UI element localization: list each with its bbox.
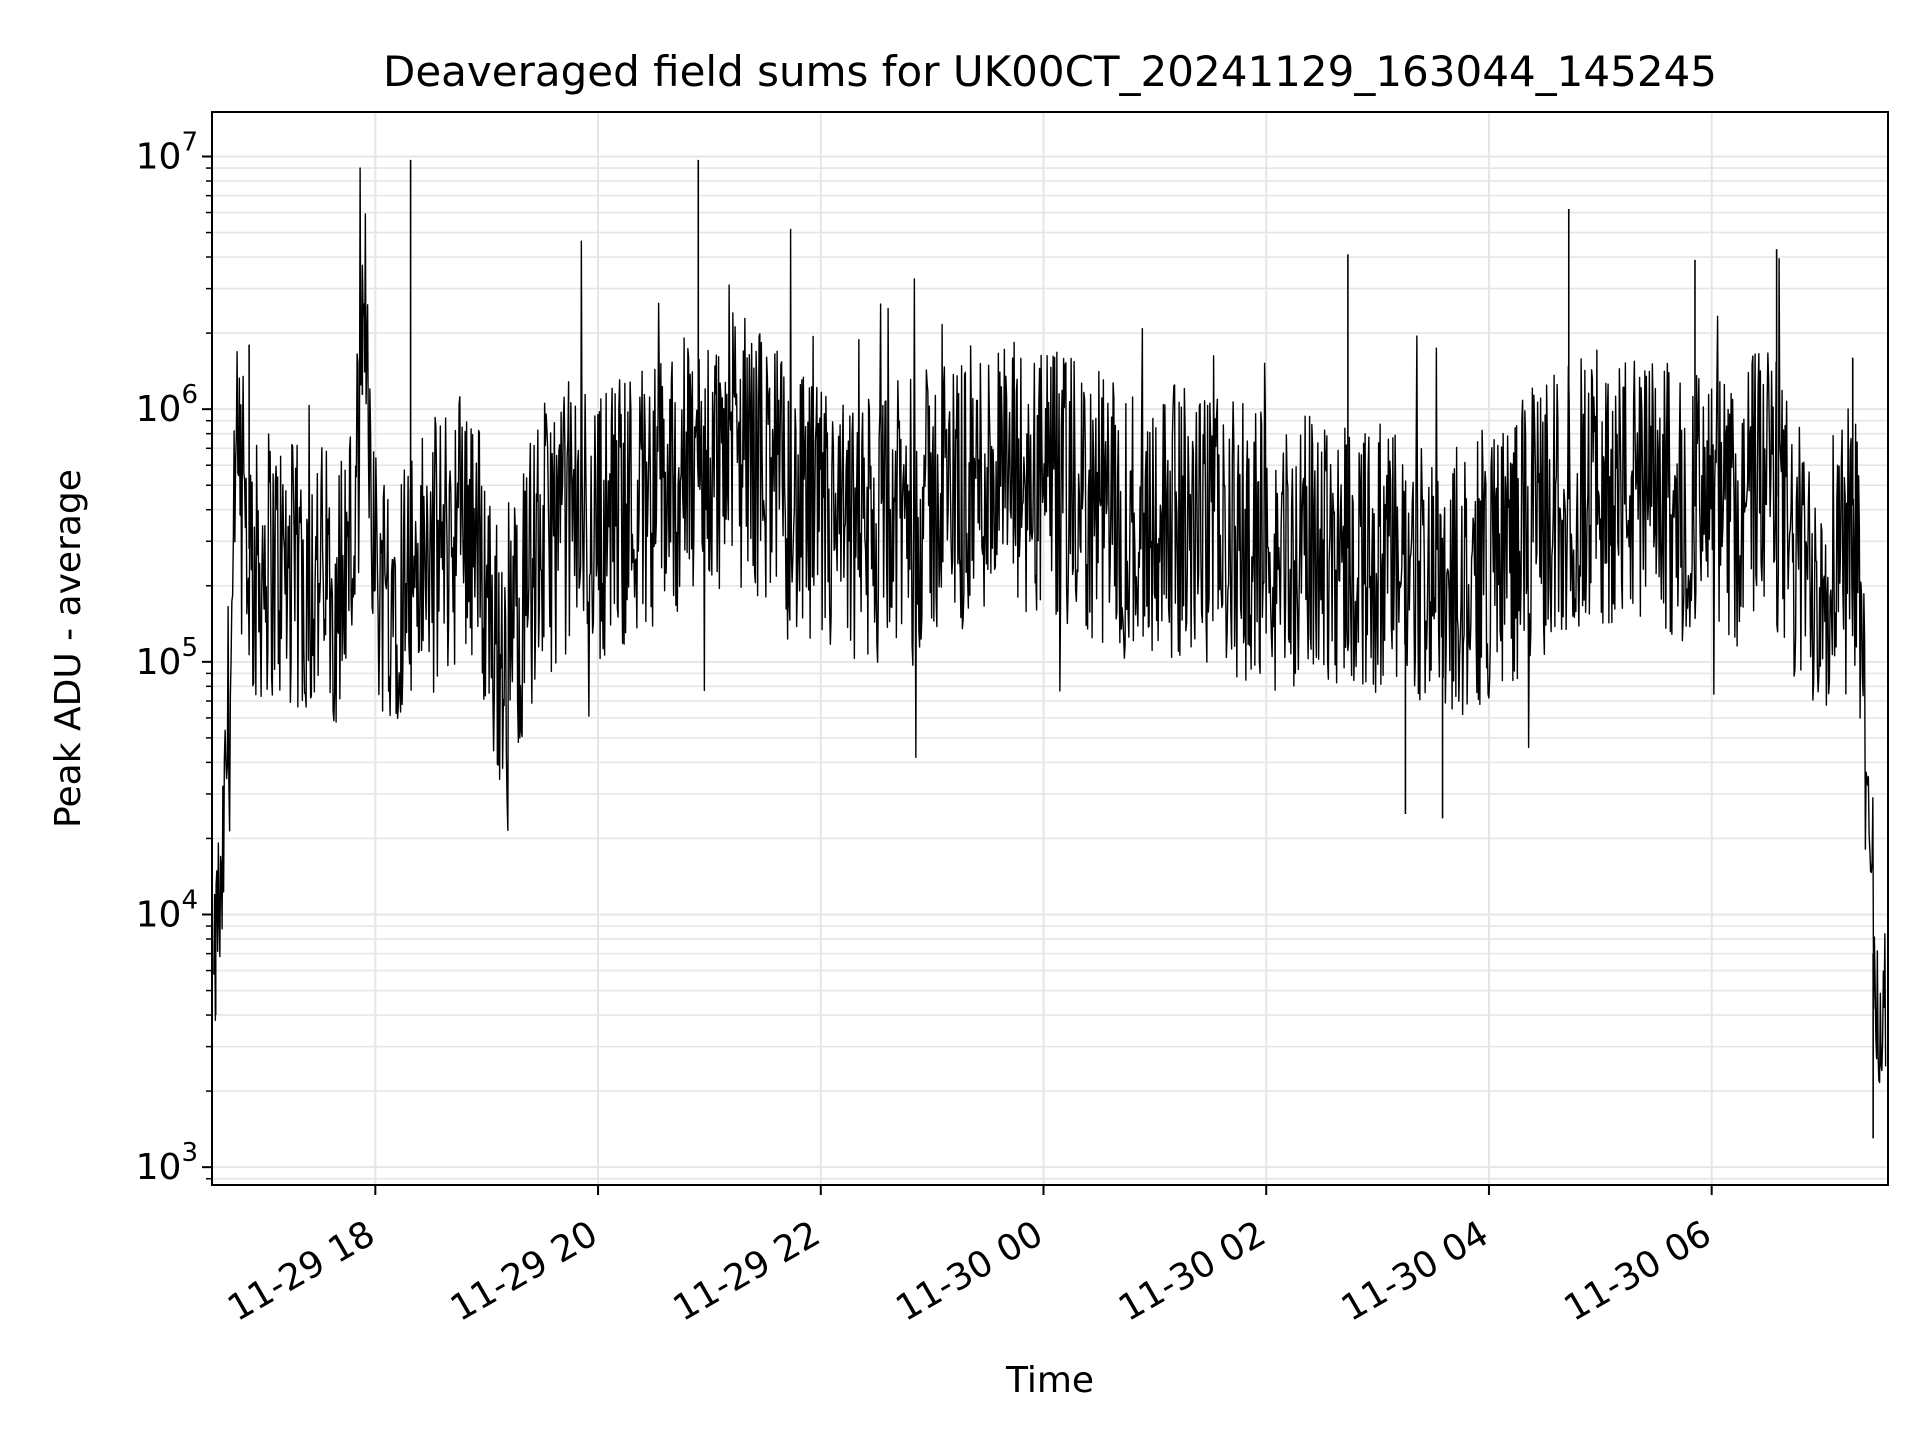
x-tick-label: 11-29 22: [667, 1213, 828, 1329]
x-tick-label: 11-29 20: [444, 1213, 605, 1329]
series-layer: [213, 159, 1887, 1139]
x-tick-label: 11-30 06: [1558, 1213, 1719, 1329]
x-tick-label: 11-29 18: [221, 1213, 382, 1329]
chart-title: Deaveraged field sums for UK00CT_2024112…: [383, 47, 1717, 96]
x-tick-label: 11-30 02: [1112, 1213, 1273, 1329]
y-tick-exponent: 3: [181, 1138, 198, 1168]
y-axis-label: Peak ADU - average: [48, 469, 89, 828]
series-line: [213, 167, 1887, 1084]
x-tick-label: 11-30 04: [1335, 1213, 1496, 1329]
x-axis-label: Time: [1005, 1360, 1094, 1401]
y-tick-exponent: 6: [181, 380, 198, 410]
y-axis: 103 104 105 106 107: [136, 127, 212, 1188]
y-tick-exponent: 7: [181, 127, 198, 157]
y-tick-label: 103: [136, 1138, 198, 1188]
x-tick-label: 11-30 00: [889, 1213, 1050, 1329]
y-tick-label: 106: [136, 380, 198, 430]
y-tick-exponent: 4: [181, 885, 198, 915]
grid: [212, 112, 1888, 1185]
y-tick-label: 105: [136, 633, 198, 683]
y-tick-exponent: 5: [181, 633, 198, 663]
x-axis: 11-29 18 11-29 20 11-29 22 11-30 00 11-30 02…: [221, 1185, 1718, 1330]
y-tick-label: 107: [136, 127, 198, 177]
y-tick-label: 104: [136, 885, 198, 935]
plot-frame: [211, 111, 1889, 1186]
